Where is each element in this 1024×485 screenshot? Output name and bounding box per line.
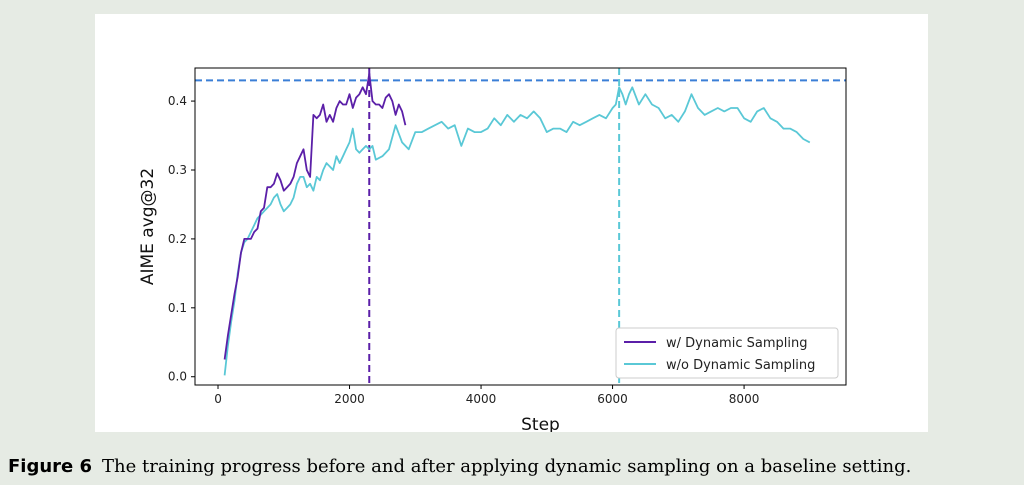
x-tick-label: 6000 <box>597 392 628 406</box>
y-tick-label: 0.4 <box>168 94 187 108</box>
y-tick-label: 0.3 <box>168 163 187 177</box>
caption-text: The training progress before and after a… <box>102 456 912 477</box>
legend-label-0: w/ Dynamic Sampling <box>666 336 807 351</box>
legend-label-1: w/o Dynamic Sampling <box>666 358 815 373</box>
figure-panel: 0 2000 4000 6000 8000 0.0 0.1 0.2 0.3 0.4 Step AIME… <box>95 14 928 432</box>
x-tick-label: 4000 <box>466 392 497 406</box>
legend-box <box>615 327 839 379</box>
y-tick-label: 0.1 <box>168 301 187 315</box>
series-line-1 <box>223 86 811 376</box>
figure-caption: Figure 6 The training progress before and… <box>8 455 1018 477</box>
caption-label: Figure 6 <box>8 456 93 477</box>
x-tick-label: 8000 <box>729 392 760 406</box>
line-chart: 0 2000 4000 6000 8000 0.0 0.1 0.2 0.3 0.4 Step AIME… <box>138 67 847 432</box>
y-tick-label: 0.0 <box>168 370 187 384</box>
y-tick-label: 0.2 <box>168 232 187 246</box>
x-tick-label: 0 <box>214 392 222 406</box>
x-tick-label: 2000 <box>334 392 365 406</box>
x-axis-title: Step <box>521 415 560 432</box>
series-line-0 <box>223 72 407 360</box>
plot-frame <box>194 67 847 386</box>
y-axis-title: AIME avg@32 <box>138 168 158 285</box>
